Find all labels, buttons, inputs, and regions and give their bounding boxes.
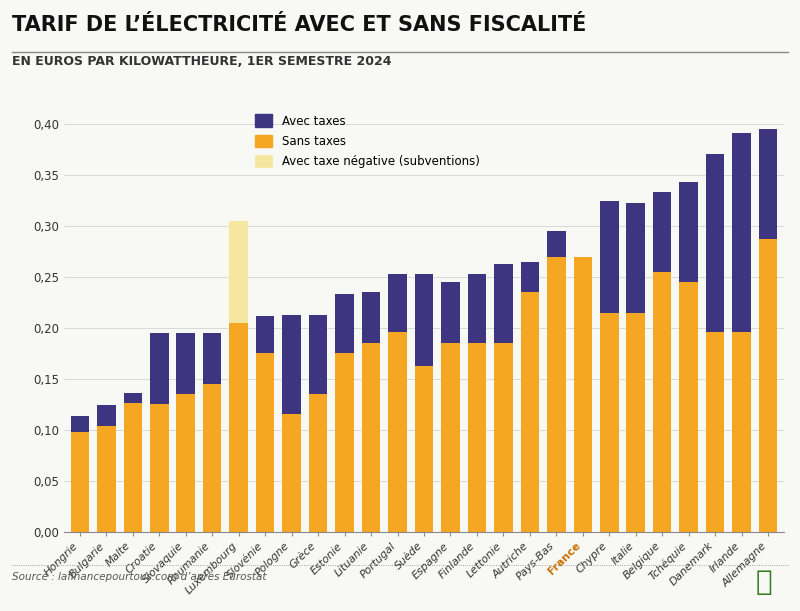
Bar xyxy=(521,292,539,532)
Bar xyxy=(574,257,592,532)
Bar xyxy=(388,332,406,532)
Bar xyxy=(653,192,671,272)
Bar xyxy=(309,315,327,394)
Bar xyxy=(256,316,274,353)
Bar xyxy=(547,231,566,257)
Bar xyxy=(468,343,486,532)
Bar xyxy=(521,262,539,292)
Bar xyxy=(97,405,116,426)
Bar xyxy=(203,333,222,384)
Bar xyxy=(442,282,460,343)
Text: TARIF DE L’ÉLECTRICITÉ AVEC ET SANS FISCALITÉ: TARIF DE L’ÉLECTRICITÉ AVEC ET SANS FISC… xyxy=(12,15,586,35)
Bar xyxy=(600,200,618,313)
Bar xyxy=(70,432,89,532)
Bar xyxy=(494,264,513,343)
Bar xyxy=(230,221,248,323)
Bar xyxy=(256,353,274,532)
Legend: Avec taxes, Sans taxes, Avec taxe négative (subventions): Avec taxes, Sans taxes, Avec taxe négati… xyxy=(250,110,484,172)
Bar xyxy=(150,404,169,532)
Bar xyxy=(97,426,116,532)
Bar xyxy=(123,393,142,403)
Bar xyxy=(547,257,566,532)
Bar xyxy=(70,417,89,432)
Bar xyxy=(177,394,195,532)
Bar xyxy=(150,333,169,404)
Bar xyxy=(177,333,195,394)
Bar xyxy=(679,182,698,282)
Bar xyxy=(706,332,725,532)
Bar xyxy=(388,274,406,332)
Bar xyxy=(414,365,434,532)
Text: Source : lafinancepourtous.com d’après Eurostat: Source : lafinancepourtous.com d’après E… xyxy=(12,571,266,582)
Bar xyxy=(442,343,460,532)
Bar xyxy=(732,133,751,332)
Bar xyxy=(706,154,725,332)
Bar xyxy=(494,343,513,532)
Bar xyxy=(653,272,671,532)
Bar xyxy=(600,313,618,532)
Bar xyxy=(362,292,380,343)
Bar xyxy=(468,274,486,343)
Bar xyxy=(362,343,380,532)
Bar xyxy=(759,130,778,240)
Bar xyxy=(309,394,327,532)
Bar xyxy=(626,203,645,313)
Bar xyxy=(732,332,751,532)
Bar xyxy=(679,282,698,532)
Bar xyxy=(414,274,434,365)
Bar xyxy=(123,403,142,532)
Text: 🌿: 🌿 xyxy=(755,568,772,596)
Bar xyxy=(335,353,354,532)
Bar xyxy=(335,295,354,353)
Bar xyxy=(203,384,222,532)
Bar xyxy=(282,315,301,414)
Bar xyxy=(759,240,778,532)
Bar xyxy=(626,313,645,532)
Bar xyxy=(282,414,301,532)
Bar xyxy=(230,323,248,532)
Text: EN EUROS PAR KILOWATTHEURE, 1ER SEMESTRE 2024: EN EUROS PAR KILOWATTHEURE, 1ER SEMESTRE… xyxy=(12,55,391,68)
